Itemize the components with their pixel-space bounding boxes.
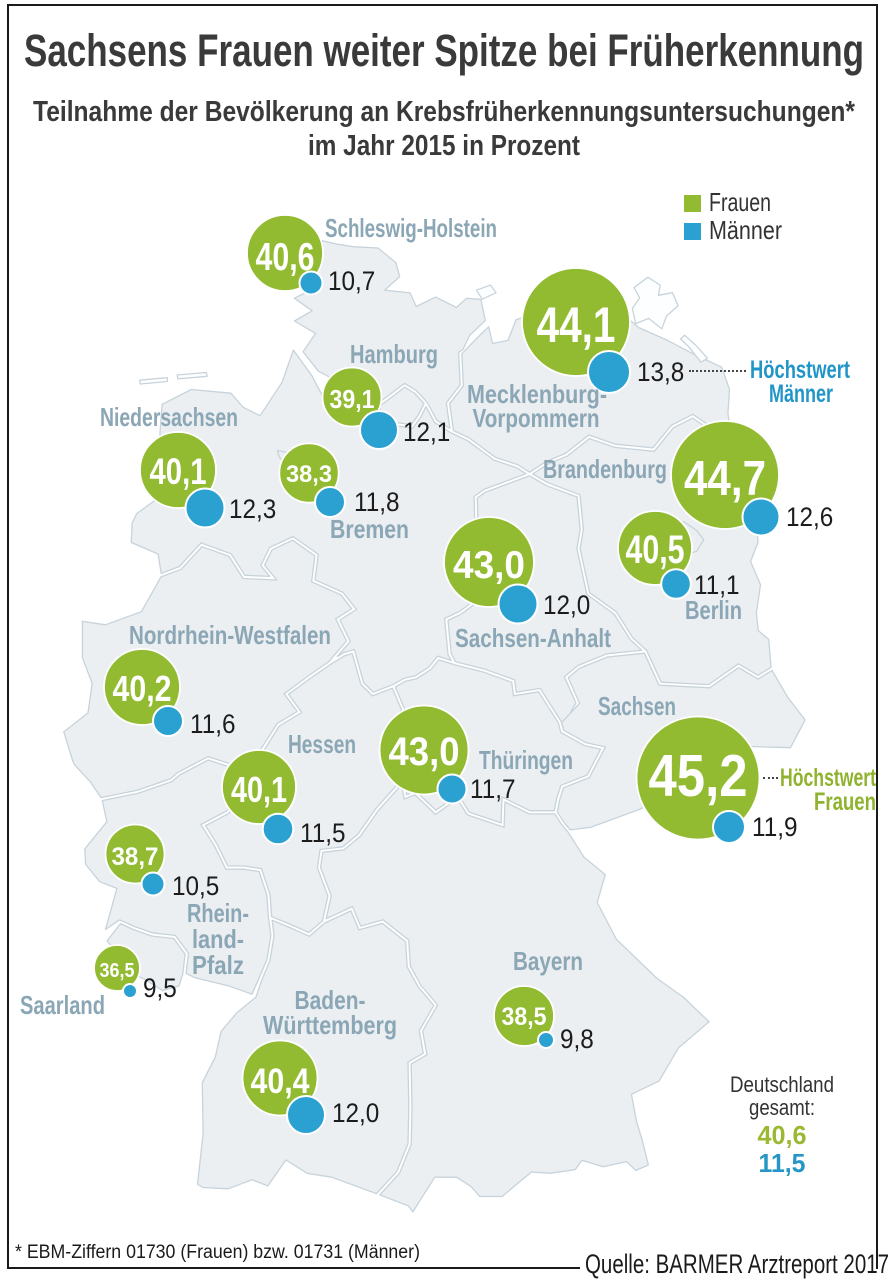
svg-text:Brandenburg: Brandenburg (543, 454, 667, 484)
svg-text:Niedersachsen: Niedersachsen (100, 402, 238, 432)
svg-text:gesamt:: gesamt: (749, 1095, 815, 1120)
svg-text:Bremen: Bremen (330, 514, 409, 544)
svg-text:40,2: 40,2 (113, 668, 172, 709)
svg-text:13,8: 13,8 (637, 357, 684, 387)
svg-text:38,3: 38,3 (286, 461, 332, 488)
svg-text:Teilnahme der Bevölkerung an K: Teilnahme der Bevölkerung an Krebsfrüher… (33, 96, 856, 128)
svg-text:im Jahr 2015 in Prozent: im Jahr 2015 in Prozent (308, 130, 580, 162)
svg-text:43,0: 43,0 (453, 544, 525, 587)
svg-text:Nordrhein-Westfalen: Nordrhein-Westfalen (129, 620, 331, 650)
svg-text:36,5: 36,5 (100, 960, 135, 982)
svg-text:45,2: 45,2 (649, 743, 748, 809)
svg-text:39,1: 39,1 (330, 384, 375, 414)
svg-text:Sachsen-Anhalt: Sachsen-Anhalt (455, 623, 611, 653)
svg-text:10,7: 10,7 (328, 266, 375, 296)
svg-text:9,5: 9,5 (143, 973, 177, 1003)
svg-text:Bayern: Bayern (513, 946, 583, 976)
svg-text:11,7: 11,7 (470, 774, 516, 804)
svg-text:Saarland: Saarland (20, 990, 105, 1020)
svg-text:Hessen: Hessen (288, 729, 356, 759)
svg-text:12,0: 12,0 (543, 590, 590, 620)
svg-text:12,3: 12,3 (229, 494, 276, 524)
svg-text:Vorpommern: Vorpommern (473, 403, 600, 433)
svg-text:Höchstwert: Höchstwert (780, 764, 876, 792)
svg-text:38,7: 38,7 (112, 843, 159, 871)
svg-text:Baden-: Baden- (295, 985, 366, 1015)
svg-text:Pfalz: Pfalz (192, 950, 244, 980)
svg-text:land-: land- (192, 924, 244, 954)
svg-text:Württemberg: Württemberg (263, 1010, 397, 1040)
svg-text:10,5: 10,5 (172, 871, 219, 901)
svg-text:Männer: Männer (769, 380, 833, 408)
svg-text:44,1: 44,1 (537, 297, 616, 353)
svg-text:* EBM-Ziffern 01730 (Frauen) b: * EBM-Ziffern 01730 (Frauen) bzw. 01731 … (15, 1242, 420, 1263)
svg-text:Rhein-: Rhein- (187, 898, 249, 928)
svg-text:Deutschland: Deutschland (730, 1072, 834, 1097)
svg-text:Männer: Männer (709, 215, 782, 245)
svg-text:40,4: 40,4 (251, 1062, 310, 1101)
svg-text:Frauen: Frauen (709, 187, 771, 217)
svg-text:40,5: 40,5 (626, 528, 685, 572)
svg-text:Thüringen: Thüringen (479, 745, 573, 775)
svg-text:11,5: 11,5 (759, 1148, 806, 1178)
svg-text:12,1: 12,1 (403, 417, 450, 447)
svg-text:11,6: 11,6 (190, 709, 236, 739)
svg-text:Mecklenburg-: Mecklenburg- (467, 379, 607, 409)
svg-text:Sachsen: Sachsen (598, 691, 676, 721)
svg-text:11,1: 11,1 (694, 570, 740, 600)
svg-text:Schleswig-Holstein: Schleswig-Holstein (325, 213, 497, 243)
svg-text:Höchstwert: Höchstwert (750, 356, 850, 384)
svg-text:9,8: 9,8 (560, 1024, 594, 1054)
svg-text:Hamburg: Hamburg (350, 339, 438, 369)
svg-text:12,0: 12,0 (332, 1098, 379, 1128)
svg-text:Frauen: Frauen (814, 788, 876, 816)
svg-text:11,8: 11,8 (354, 487, 400, 517)
svg-text:Berlin: Berlin (685, 595, 742, 625)
svg-text:12,6: 12,6 (786, 502, 833, 532)
svg-text:43,0: 43,0 (389, 730, 460, 774)
svg-text:Quelle: BARMER Arztreport 2017: Quelle: BARMER Arztreport 2017 (585, 1249, 889, 1279)
svg-text:11,9: 11,9 (752, 812, 798, 842)
svg-text:40,1: 40,1 (150, 451, 207, 492)
svg-text:40,1: 40,1 (231, 769, 287, 810)
svg-text:44,7: 44,7 (684, 452, 766, 506)
svg-text:11,5: 11,5 (300, 818, 346, 848)
svg-text:40,6: 40,6 (758, 1120, 807, 1150)
svg-text:40,6: 40,6 (256, 236, 315, 279)
svg-text:Sachsens Frauen weiter Spitze: Sachsens Frauen weiter Spitze bei Früher… (24, 25, 864, 76)
svg-text:38,5: 38,5 (502, 1003, 547, 1031)
